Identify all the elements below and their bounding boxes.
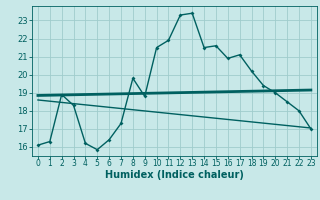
X-axis label: Humidex (Indice chaleur): Humidex (Indice chaleur) <box>105 170 244 180</box>
